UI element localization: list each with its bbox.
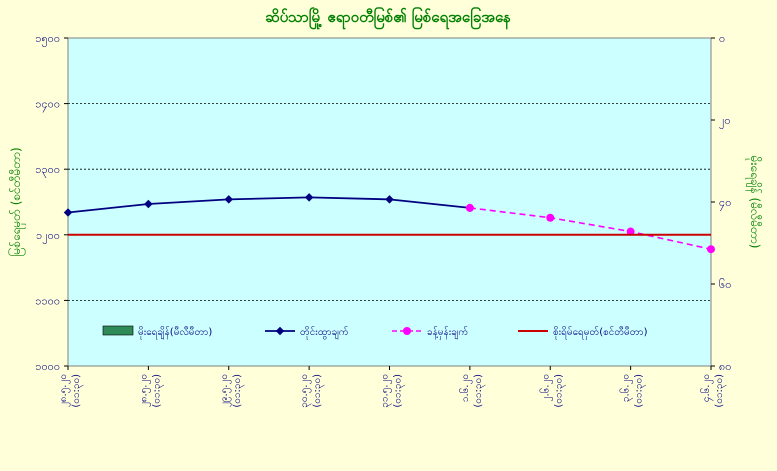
x-tick-date: ၃၁.၅.၂၀ [380,374,393,408]
y-tick-label-left: ၁၁၀၀ [35,294,60,307]
y-tick-label-right: ၆၀ [719,278,731,291]
x-tick-time: (၀၁:၃၀) [71,374,84,408]
y-axis-left-label: မြစ်ရေမှတ် (စင်တီမီတာ) [7,147,26,256]
legend-marker-observed [275,326,285,336]
x-tick-label: ၂.၆.၂၀ (၀၁:၃၀) [538,374,566,408]
y-tick-label-right: ၄၀ [719,196,731,211]
legend-label: မိုးရေချိန်(မီလီမီတာ) [138,325,212,340]
x-tick-time: (၀၁:၃၀) [312,374,325,408]
y-tick-label-left: ၁၅၀၀ [35,32,60,47]
legend-label: ခန့်မှန်းချက် [427,325,468,340]
legend-label: တိုင်းထွာချက် [300,325,349,340]
legend-swatch-rainfall [102,325,134,336]
x-tick-date: ၃၀.၅.၂၀ [299,374,312,408]
legend: မိုးရေချိန်(မီလီမီတာ) တိုင်းထွာချက် ခန့်မှ… [102,325,648,340]
x-tick-time: (၀၁:၃၀) [473,374,486,408]
observed-point [144,199,153,209]
y-tick-label-left: ၁၀၀၀ [35,360,60,373]
x-tick-label: ၁.၆.၂၀ (၀၁:၃၀) [458,374,486,408]
x-tick-label: ၂၈.၅.၂၀ (၀၁:၃၀) [138,374,164,408]
x-tick-time: (၀၁:၃၀) [151,374,164,408]
y-tick-label-left: ၁၄၀၀ [35,98,60,113]
x-tick-date: ၂.၆.၂၀ [538,374,553,401]
observed-point [385,195,394,204]
observed-point [63,208,73,217]
legend-marker-forecast [403,327,411,335]
x-tick-label: ၃.၆.၂၀ (၀၁:၃၀) [619,374,647,408]
y-axis-right-label: မိုးရေချိန် (မီလီမီတာ) [745,156,763,249]
x-tick-date: ၃.၆.၂၀ [619,374,634,402]
chart-title: ဆိပ်သာမြို့ ဧရာဝတီမြစ်၏ မြစ်ရေအခြေအနေ [265,6,511,30]
y-tick-label-right: ၂၀ [719,114,731,129]
x-tick-time: (၀၁:၃၀) [634,374,647,408]
forecast-point [546,213,555,222]
series-layer [63,193,715,254]
x-tick-time: (၀၁:၃၀) [393,374,406,408]
x-tick-label: ၂၉.၅.၂၀ (၀၁:၃၀) [219,374,245,408]
x-tick-label: ၄.၆.၂၀ (၀၁:၃၀) [699,374,727,408]
x-tick-time: (၀၁:၃၀) [714,374,727,408]
x-tick-date: ၂၈.၅.၂၀ [138,374,151,407]
x-tick-time: (၀၁:၃၀) [232,374,245,408]
observed-point [224,195,233,204]
x-tick-label: ၃၁.၅.၂၀ (၀၁:၃၀) [380,374,406,408]
x-tick-label: ၂၈.၅.၂၀ (၀၁:၃၀) [58,374,84,408]
observed-line [67,196,470,214]
y-tick-label-left: ၁၃၀၀ [35,163,60,178]
y-tick-label-right: ၀ [719,32,725,45]
forecast-point [626,227,635,236]
x-tick-time: (၀၁:၃၀) [553,374,566,408]
forecast-point [465,203,474,212]
x-axis: ၂၈.၅.၂၀ (၀၁:၃၀) ၂၈.၅.၂၀ (၀၁:၃၀) ၂၉.၅.၂၀ (၀၁:၃… [58,366,727,408]
forecast-point [707,245,715,254]
forecast-line [469,207,712,251]
x-tick-date: ၂၈.၅.၂၀ [58,374,71,407]
x-tick-date: ၁.၆.၂၀ [458,374,473,402]
observed-point [304,193,314,202]
y-tick-label-right: ၈၀ [719,360,731,373]
x-tick-date: ၄.၆.၂၀ [699,374,714,402]
y-tick-label-left: ၁၂၀၀ [36,229,60,244]
legend-label: စိုးရိမ်ရေမှတ်(စင်တီမီတာ) [553,325,648,340]
x-tick-date: ၂၉.၅.၂၀ [219,374,232,407]
x-tick-label: ၃၀.၅.၂၀ (၀၁:၃၀) [299,374,325,408]
